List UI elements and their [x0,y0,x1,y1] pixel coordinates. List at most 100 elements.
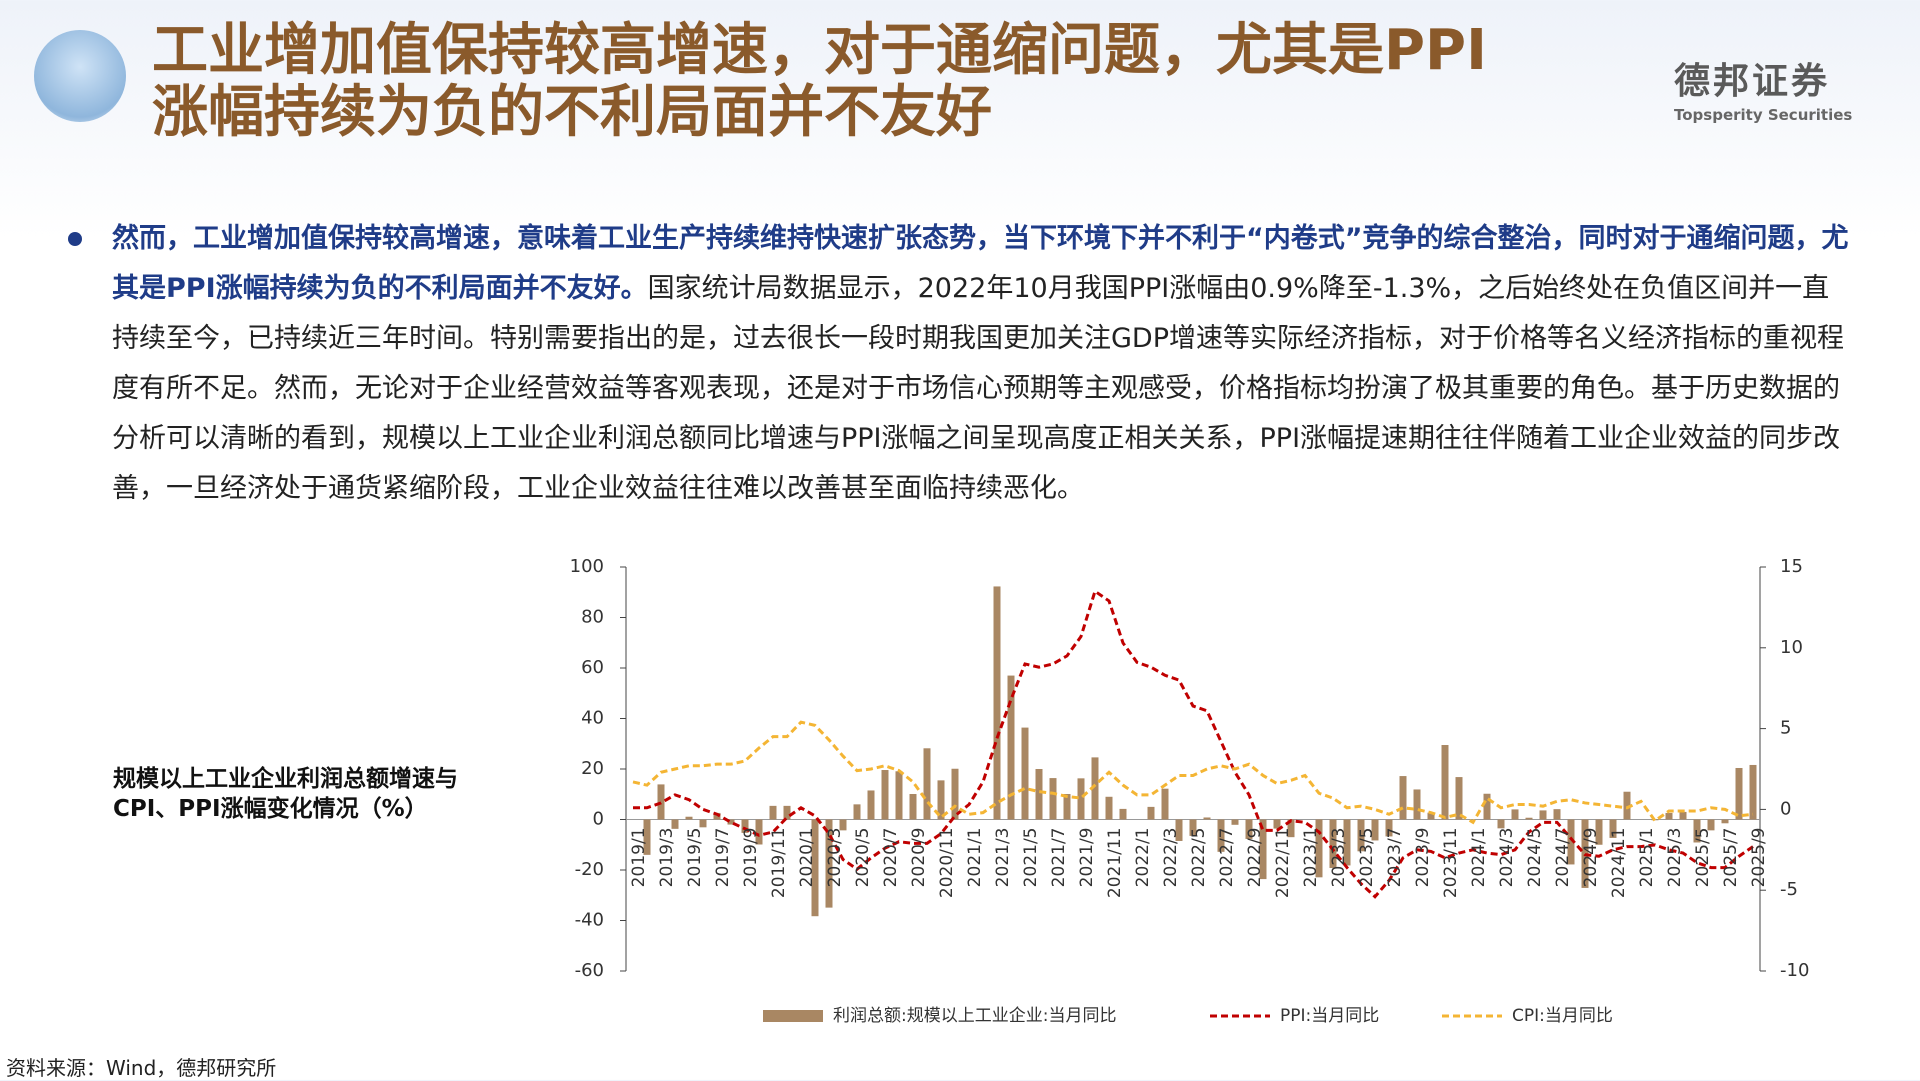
x-tick-label: 2025/3 [1665,828,1685,888]
y-tick-label: 40 [581,708,604,729]
bar [685,816,693,820]
logo: 德邦证券 Topsperity Securities [1674,52,1852,124]
body-bold: 然而，工业增加值保持较高增速，意味着工业生产持续维持快速扩张态势，当下环境下并不… [112,223,1849,304]
x-tick-label: 2024/5 [1525,828,1545,888]
bar [1553,809,1561,820]
bar [1413,789,1421,820]
legend-label: CPI:当月同比 [1512,1006,1613,1026]
bar [1077,778,1085,820]
y2-tick-label: -10 [1780,960,1809,981]
x-tick-label: 2022/5 [1189,828,1209,888]
bar [1273,819,1281,829]
bar [783,805,791,820]
bar [867,790,875,820]
x-tick-label: 2024/11 [1609,828,1629,899]
bar [811,819,819,917]
badge [34,30,126,122]
bar [1385,819,1393,837]
bar [1483,793,1491,820]
bar [1581,819,1589,888]
body-plain: 国家统计局数据显示，2022年10月我国PPI涨幅由0.9%降至-1.3%，之后… [112,273,1844,504]
bar [1427,812,1435,820]
bar [923,748,931,820]
bar [727,819,735,825]
bar [1679,811,1687,820]
x-tick-label: 2021/11 [1105,828,1125,899]
y-tick-label: 60 [581,657,604,678]
bar [951,768,959,820]
bar [895,771,903,820]
bar [755,819,763,845]
bar [1721,819,1729,824]
bar [1735,767,1743,820]
x-tick-label: 2023/3 [1329,828,1349,888]
bar [699,819,707,828]
x-tick-label: 2019/3 [657,828,677,888]
bar [1259,819,1267,880]
bar [1707,819,1715,831]
x-tick-label: 2020/9 [909,828,929,888]
body-text: 然而，工业增加值保持较高增速，意味着工业生产持续维持快速扩张态势，当下环境下并不… [112,214,1852,514]
bar [1091,757,1099,820]
bar [1245,819,1253,839]
y2-tick-label: 10 [1780,637,1803,658]
y2-tick-label: -5 [1780,879,1798,900]
y2-tick-label: 15 [1780,556,1803,577]
logo-name: 德邦证券 [1674,61,1831,102]
logo-english: Topsperity Securities [1674,106,1853,124]
x-tick-label: 2020/5 [853,828,873,888]
bar [1049,778,1057,820]
bar [1511,809,1519,820]
x-tick-label: 2020/7 [881,828,901,888]
bar [839,819,847,831]
legend-label: PPI:当月同比 [1280,1006,1379,1026]
x-tick-label: 2023/11 [1441,828,1461,899]
x-tick-label: 2024/9 [1581,828,1601,888]
x-tick-label: 2022/7 [1217,828,1237,888]
y-tick-label: 100 [570,556,604,577]
y-tick-label: -20 [575,859,604,880]
bar [1329,819,1337,868]
x-tick-label: 2022/3 [1161,828,1181,888]
x-tick-label: 2024/3 [1497,828,1517,888]
x-tick-label: 2022/11 [1273,828,1293,899]
bar [1455,777,1463,820]
bar [1343,819,1351,866]
bar [1287,819,1295,838]
legend-swatch [763,1010,823,1022]
x-tick-label: 2025/5 [1693,828,1713,888]
title-line: 涨幅持续为负的不利局面并不友好 [152,80,992,145]
bar [1105,796,1113,820]
bar [1693,819,1701,843]
bar [909,793,917,820]
chart-title: 规模以上工业企业利润总额增速与CPI、PPI涨幅变化情况（%） [113,766,458,822]
bar [1007,675,1015,820]
bar [1119,808,1127,820]
source: 资料来源：Wind，德邦研究所 [6,1056,277,1080]
y-tick-label: -60 [575,960,604,981]
y2-tick-label: 0 [1780,798,1791,819]
bar [881,770,889,820]
bar [1189,819,1197,836]
x-tick-label: 2021/5 [1021,828,1041,888]
bar [1315,819,1323,878]
x-tick-label: 2021/7 [1049,828,1069,888]
x-tick-label: 2023/7 [1385,828,1405,888]
line [633,588,1754,899]
x-tick-label: 2023/1 [1301,828,1321,888]
bar [769,805,777,820]
x-tick-label: 2019/9 [741,828,761,888]
y-tick-label: 20 [581,758,604,779]
bar [657,784,665,820]
x-tick-label: 2019/5 [685,828,705,888]
x-tick-label: 2020/1 [797,828,817,888]
bar [1609,819,1617,838]
x-tick-label: 2019/1 [629,828,649,888]
bar [1525,817,1533,820]
bar [993,586,1001,820]
x-tick-label: 2025/9 [1749,828,1769,888]
x-tick-label: 2020/3 [825,828,845,888]
x-tick-label: 2019/11 [769,828,789,899]
